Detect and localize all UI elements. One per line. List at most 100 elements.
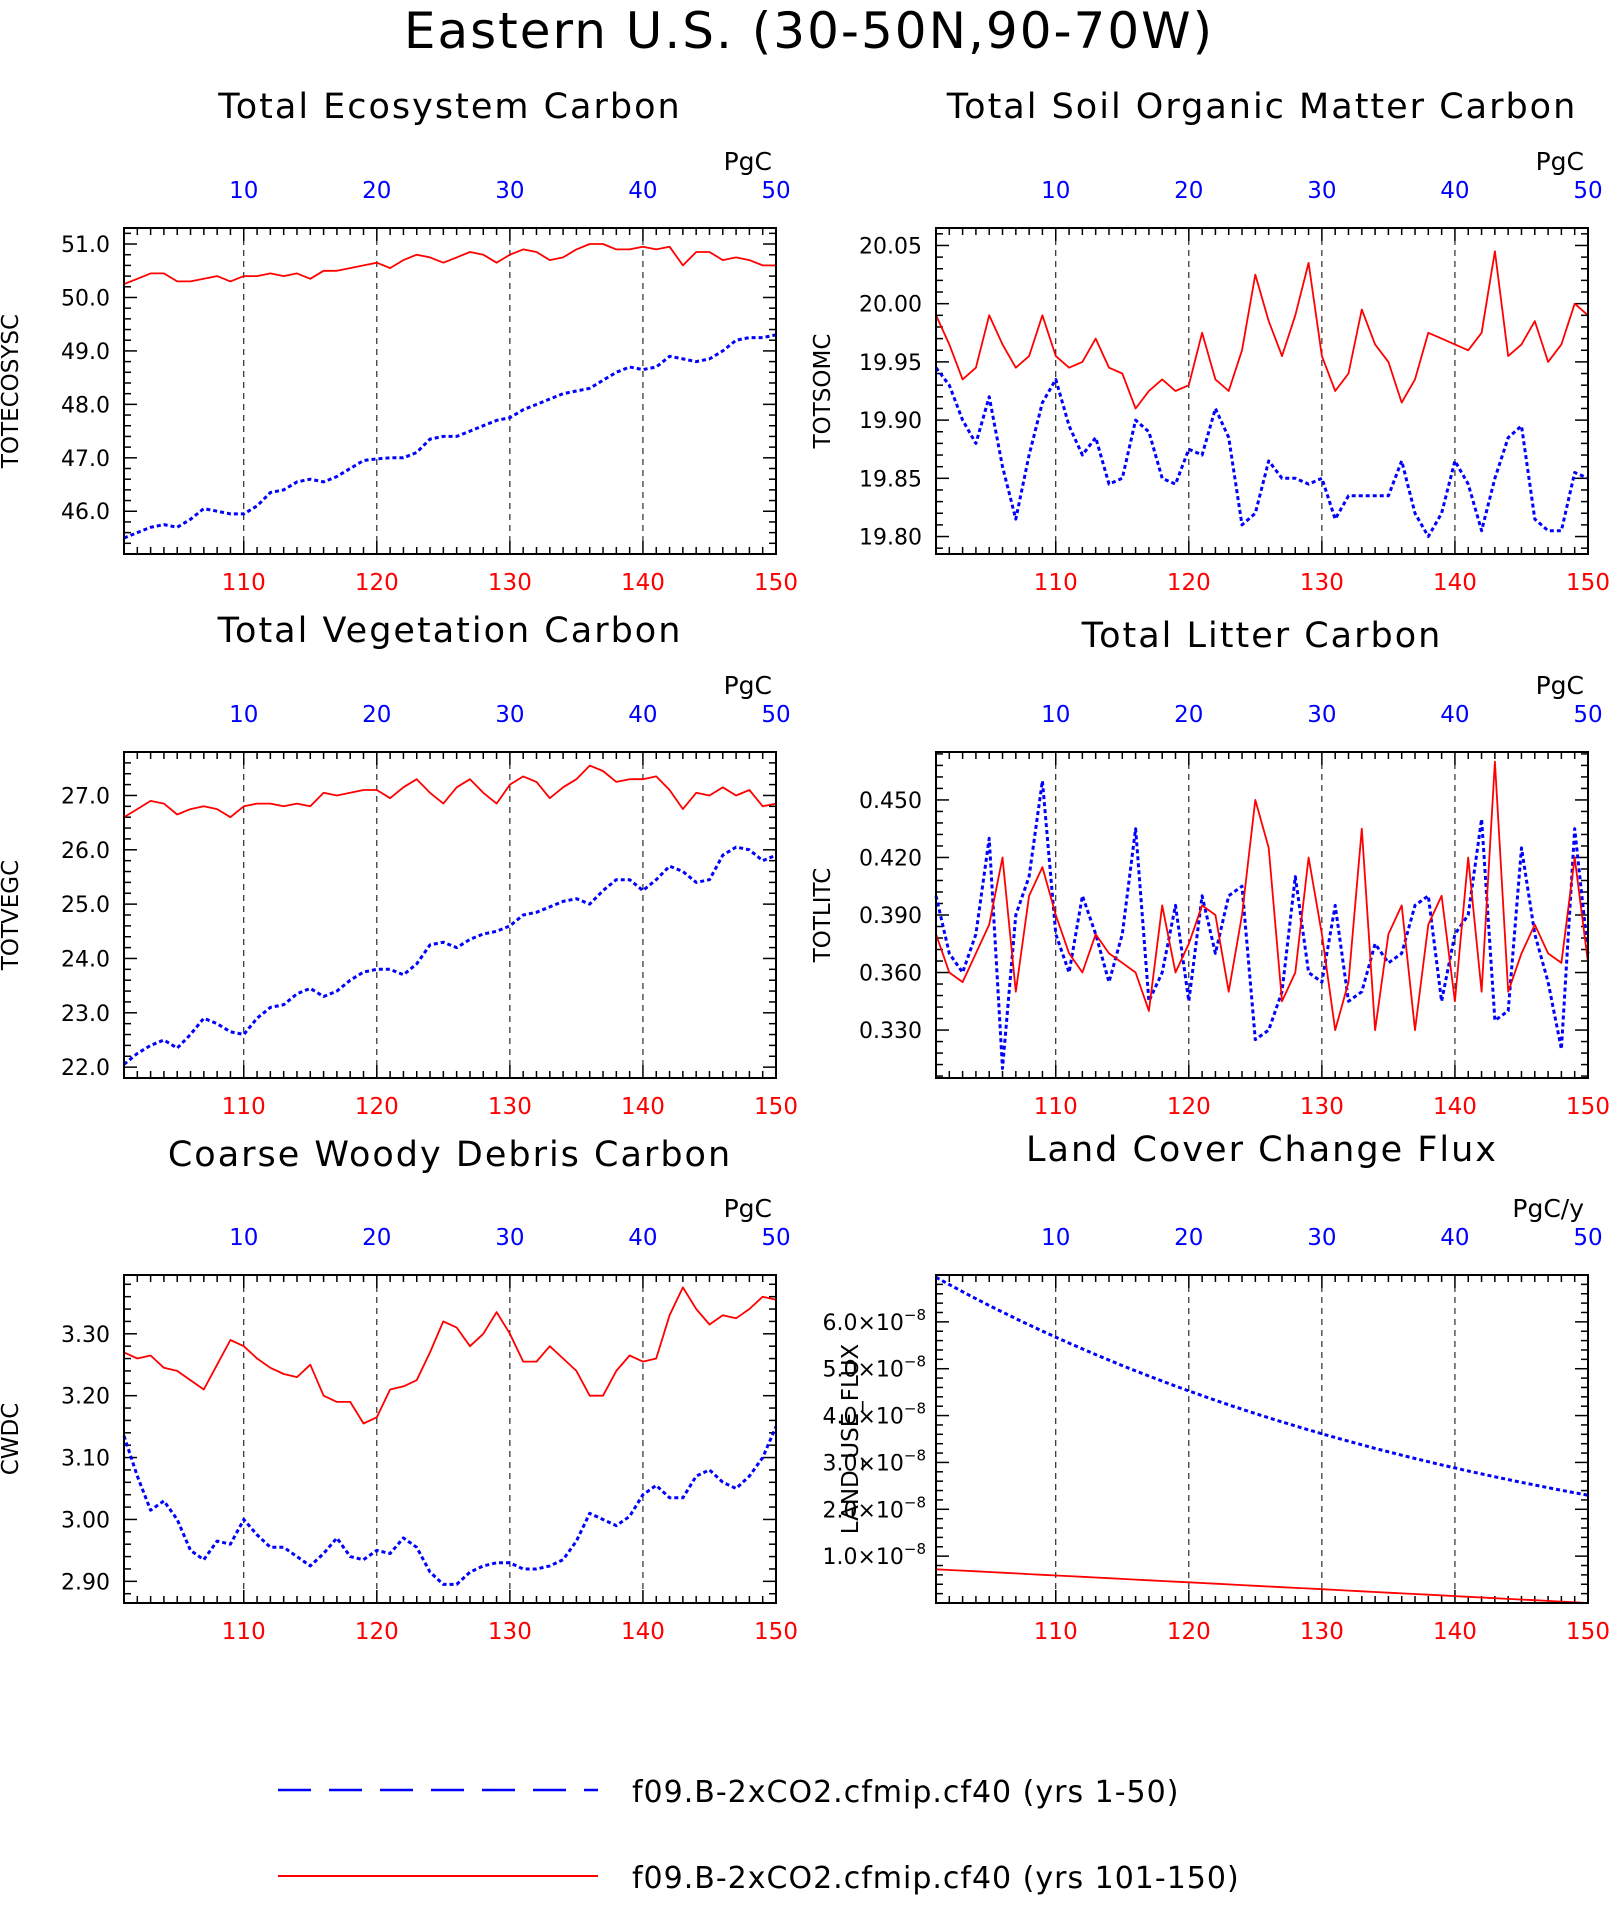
y-tick-label: 49.0	[61, 340, 110, 365]
panel-total-ecosystem-carbon: Total Ecosystem Carbon PgC TOTECOSYSC 110 12…	[0, 87, 798, 596]
x-tick-label: 140	[1433, 1619, 1477, 1645]
x-tick-label: 140	[621, 1094, 665, 1120]
x-tick-label: 120	[1167, 1094, 1211, 1120]
x-top-tick-label: 20	[1174, 702, 1203, 728]
x-tick-label: 120	[1167, 1619, 1211, 1645]
y-tick-label: 50.0	[61, 286, 110, 311]
y-tick-label: 3.00	[61, 1508, 110, 1533]
unit-label: PgC	[724, 671, 772, 700]
x-top-tick-label: 40	[628, 1225, 657, 1251]
series-line-yrs-101-150	[935, 760, 1589, 1031]
unit-label: PgC/y	[1512, 1194, 1584, 1223]
unit-label: PgC	[1536, 671, 1584, 700]
plot-frame	[123, 751, 777, 1079]
x-top-tick-label: 40	[1440, 702, 1469, 728]
x-tick-label: 130	[488, 570, 532, 596]
series-line-yrs-101-150	[123, 1286, 777, 1425]
panel-total-litter-carbon: Total Litter Carbon PgC TOTLITC 110 120 130 14…	[810, 616, 1610, 1120]
x-top-tick-label: 10	[1041, 1225, 1070, 1251]
x-tick-label: 130	[1300, 1094, 1344, 1120]
x-tick-label: 110	[1034, 1619, 1078, 1645]
x-tick-label: 120	[355, 1619, 399, 1645]
x-tick-label: 120	[355, 1094, 399, 1120]
plot-frame	[935, 1274, 1589, 1604]
panel-total-soil-organic-matter-carbon: Total Soil Organic Matter Carbon PgC TOTSO…	[810, 87, 1610, 596]
x-tick-label: 110	[222, 570, 266, 596]
y-tick-label: 25.0	[61, 893, 110, 918]
x-top-tick-label: 20	[1174, 178, 1203, 204]
series-line-yrs-1-50	[934, 366, 1589, 538]
x-tick-label: 150	[754, 570, 798, 596]
y-tick-label: 0.360	[859, 962, 922, 987]
y-tick-label: 22.0	[61, 1056, 110, 1081]
y-tick-label: 2.0×10−8	[822, 1493, 926, 1523]
x-tick-label: 130	[488, 1094, 532, 1120]
y-tick-label: 47.0	[61, 447, 110, 472]
panel-title: Total Soil Organic Matter Carbon	[946, 87, 1578, 127]
x-top-tick-label: 40	[1440, 178, 1469, 204]
series-line-yrs-1-50	[934, 779, 1590, 1070]
panels: Total Ecosystem Carbon PgC TOTECOSYSC 110 12…	[0, 87, 1610, 1645]
x-top-tick-label: 10	[1041, 178, 1070, 204]
plot-frame	[935, 227, 1589, 555]
y-tick-label: 20.00	[859, 293, 922, 318]
y-tick-label: 3.10	[61, 1447, 110, 1472]
panel-title: Land Cover Change Flux	[1026, 1130, 1498, 1170]
x-top-tick-label: 30	[1307, 702, 1336, 728]
series-line-yrs-1-50	[123, 845, 777, 1066]
x-tick-label: 150	[1566, 570, 1610, 596]
series-line-yrs-1-50	[123, 333, 777, 540]
x-tick-label: 120	[1167, 570, 1211, 596]
y-tick-label: 3.20	[61, 1385, 110, 1410]
panel-title: Coarse Woody Debris Carbon	[168, 1135, 732, 1175]
x-tick-label: 130	[1300, 1619, 1344, 1645]
y-tick-label: 6.0×10−8	[822, 1306, 926, 1336]
y-tick-label: 51.0	[61, 233, 110, 258]
plot-frame	[123, 227, 777, 555]
x-tick-label: 110	[1034, 1094, 1078, 1120]
x-tick-label: 140	[621, 570, 665, 596]
panel-title: Total Ecosystem Carbon	[217, 87, 681, 127]
x-tick-label: 120	[355, 570, 399, 596]
x-top-tick-label: 50	[1573, 702, 1602, 728]
y-axis-label: CWDC	[0, 1403, 24, 1476]
y-tick-label: 0.420	[859, 846, 922, 871]
x-tick-label: 150	[1566, 1619, 1610, 1645]
y-tick-label: 27.0	[61, 784, 110, 809]
x-top-tick-label: 20	[362, 702, 391, 728]
x-tick-label: 140	[1433, 1094, 1477, 1120]
x-top-tick-label: 20	[362, 1225, 391, 1251]
panel-land-cover-change-flux: Land Cover Change Flux PgC/y LAND_USE_FLUX…	[822, 1130, 1610, 1645]
y-tick-label: 0.390	[859, 904, 922, 929]
series-line-yrs-101-150	[935, 250, 1589, 410]
x-tick-label: 150	[1566, 1094, 1610, 1120]
panel-title: Total Litter Carbon	[1081, 616, 1443, 656]
y-tick-label: 5.0×10−8	[822, 1353, 926, 1383]
panel-title: Total Vegetation Carbon	[217, 611, 683, 651]
x-top-tick-label: 40	[628, 178, 657, 204]
x-top-tick-label: 20	[1174, 1225, 1203, 1251]
x-tick-label: 150	[754, 1619, 798, 1645]
x-top-tick-label: 50	[1573, 178, 1602, 204]
main-title: Eastern U.S. (30-50N,90-70W)	[404, 2, 1214, 60]
y-tick-label: 19.90	[859, 409, 922, 434]
x-tick-label: 130	[488, 1619, 532, 1645]
x-top-tick-label: 10	[229, 178, 258, 204]
x-top-tick-label: 30	[495, 178, 524, 204]
x-top-tick-label: 10	[229, 1225, 258, 1251]
x-top-tick-label: 20	[362, 178, 391, 204]
series-line-yrs-101-150	[935, 1568, 1589, 1604]
y-tick-label: 3.0×10−8	[822, 1446, 926, 1476]
x-top-tick-label: 30	[495, 1225, 524, 1251]
x-tick-label: 140	[1433, 570, 1477, 596]
x-top-tick-label: 50	[761, 178, 790, 204]
x-top-tick-label: 40	[628, 702, 657, 728]
panel-coarse-woody-debris-carbon: Coarse Woody Debris Carbon PgC CWDC 110 120 1…	[0, 1135, 798, 1645]
y-tick-label: 26.0	[61, 839, 110, 864]
x-top-tick-label: 30	[495, 702, 524, 728]
legend-label-run1: f09.B-2xCO2.cfmip.cf40 (yrs 1-50)	[632, 1775, 1179, 1810]
series-line-yrs-101-150	[123, 243, 776, 285]
y-axis-label: LAND_USE_FLUX	[838, 1344, 864, 1535]
y-tick-label: 19.85	[859, 467, 922, 492]
